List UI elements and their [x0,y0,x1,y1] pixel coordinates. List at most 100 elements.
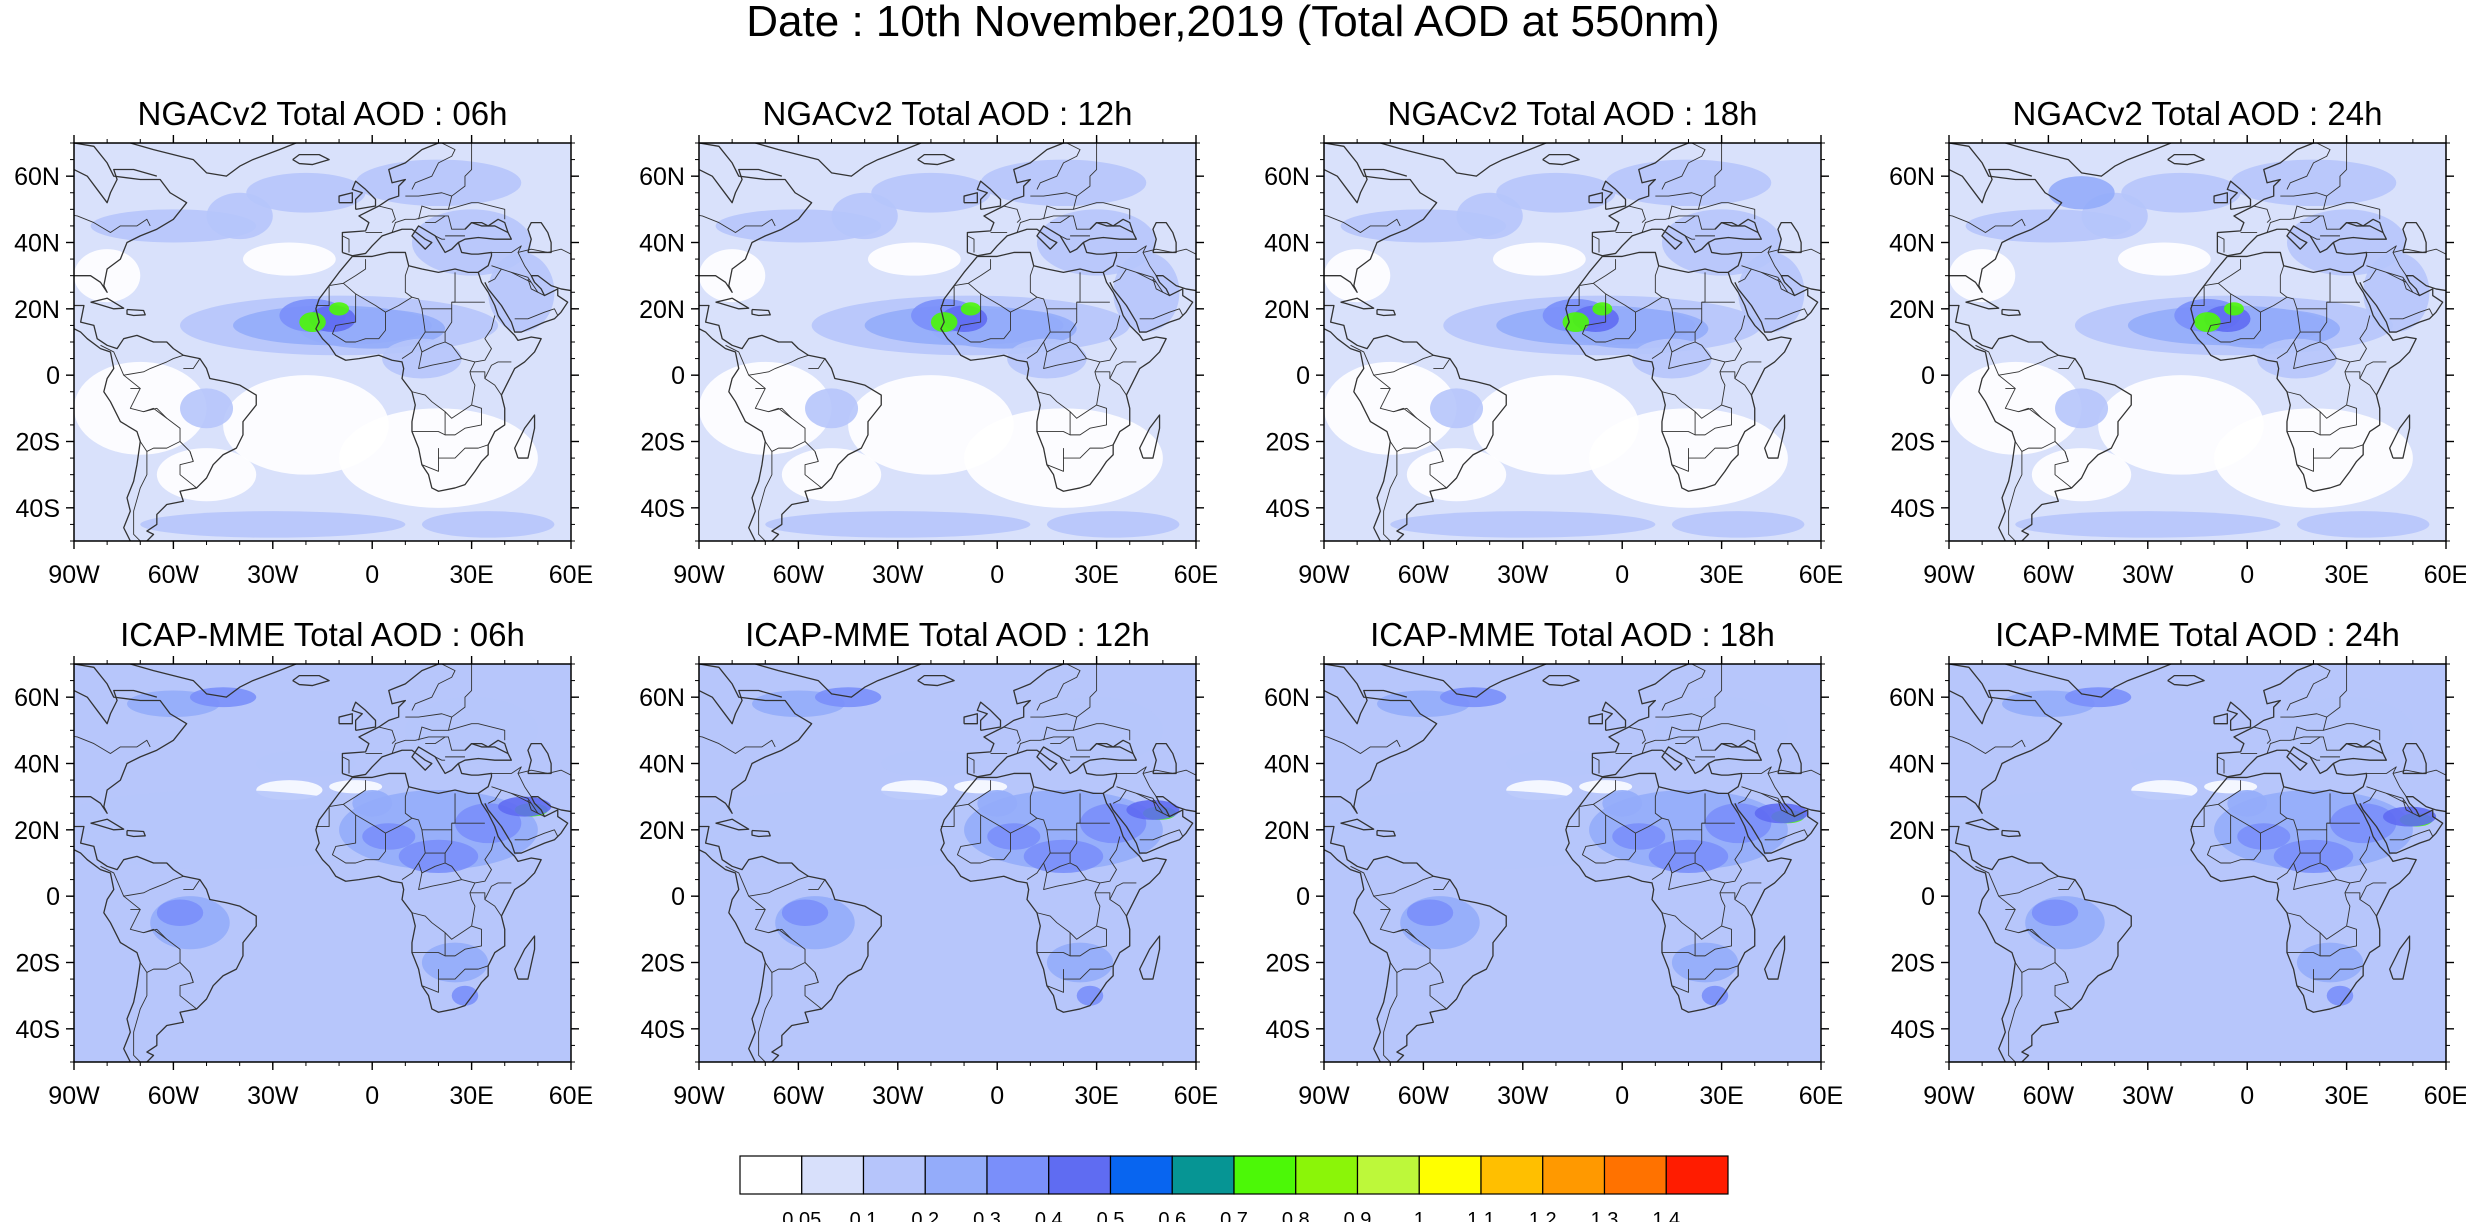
country-border [411,664,456,711]
lon-tick-label: 60E [1799,1082,1843,1110]
coastline [2213,192,2228,204]
lat-tick-label: 20S [1891,429,1935,457]
aod-clear-area [1492,242,1586,276]
country-border [438,965,489,980]
coastline [1109,275,1196,333]
coastline [484,796,571,854]
country-border [1734,361,1762,379]
coastline [699,664,813,814]
lat-tick-label: 60N [1264,163,1310,191]
colorbar-label: 0.2 [911,1209,939,1222]
country-border [484,882,512,900]
aod-plume [2383,806,2437,827]
aod-plume [421,511,555,538]
lat-tick-label: 0 [46,362,60,390]
country-border [1152,278,1170,296]
country-border [1655,192,1703,220]
country-border [2008,972,2023,1062]
country-border [1043,862,1071,874]
coastline [2190,251,2417,492]
map-panel-icap-mme-18h: ICAP-MME Total AOD : 18h 60N 40N 20N 0 20S 40S… [1264,616,1843,1110]
aod-plume [299,312,326,333]
aod-clear-area [781,448,882,502]
lat-tick-label: 20S [16,950,60,978]
coastline [1542,153,1580,166]
country-border [1641,215,1715,233]
country-border [1383,972,1398,1062]
aod-plume [1632,338,1712,379]
country-border [2054,441,2072,489]
country-border [1030,713,1078,741]
country-border [1734,882,1762,900]
aod-plume [1612,823,1666,850]
country-border [1069,308,1121,363]
country-border [404,786,413,819]
country-border [2392,769,2446,776]
coastline [1707,242,1743,273]
lat-tick-label: 40N [1264,230,1310,258]
country-border [1628,726,1646,744]
colorbar-swatch [1295,1155,1359,1195]
country-border [2018,407,2043,419]
country-border [748,879,799,897]
country-border [2366,245,2407,276]
aod-plume [1655,697,1788,764]
country-border [143,928,168,940]
country-border [129,909,181,973]
coastline [74,825,257,1062]
lat-tick-label: 40S [1891,495,1935,523]
country-border [1379,388,1431,452]
country-border [2286,143,2331,190]
country-border [1694,829,1746,884]
lat-tick-label: 40N [1264,751,1310,779]
country-border [1050,215,1071,224]
aod-plume [831,192,898,240]
country-border [2359,882,2387,900]
colorbar-swatch [1109,1155,1173,1195]
coastline [90,818,125,831]
colorbar-label: 0.4 [1035,1209,1063,1222]
lon-tick-label: 0 [990,561,1004,589]
aod-plume [180,388,234,429]
coastline [2332,763,2368,794]
country-border [517,769,571,776]
map-panel-icap-mme-12h: ICAP-MME Total AOD : 12h 60N 40N 20N 0 20S 40S… [639,616,1218,1110]
country-border [391,736,465,754]
country-border [1046,458,1064,472]
aod-plume [699,790,1031,870]
coastline [74,143,188,293]
colorbar-legend: 0.05 0.1 0.2 0.3 0.4 0.5 0.6 0.7 0.8 0.9 1 1.1 1.2 1.… [739,1155,1729,1222]
coastline [967,221,1138,257]
country-border [378,726,396,744]
coastline [464,739,509,754]
coastline [2226,701,2252,731]
lat-tick-label: 40N [1889,230,1935,258]
lat-tick-label: 60N [1889,684,1935,712]
coastline [1714,218,1759,233]
country-border [411,952,446,957]
aod-plume [1324,790,1656,870]
coastline [940,251,1167,492]
lat-tick-label: 40S [1891,1016,1935,1044]
coastline [74,664,188,814]
coastline [1592,742,1763,778]
country-border [1592,235,1600,253]
coastline [126,308,146,317]
country-border [133,451,148,541]
country-border [1036,431,1071,436]
country-border [448,202,506,220]
country-border [1324,735,1401,754]
country-border [2326,143,2348,197]
country-border [2048,875,2059,881]
aod-plume [329,302,350,316]
country-border [1139,829,1184,841]
lon-tick-label: 30E [2324,561,2368,589]
country-border [1073,723,1131,741]
lat-tick-label: 20S [641,950,685,978]
country-border [2319,308,2371,363]
aod-plume [1456,192,1523,240]
coastline [967,742,1138,778]
country-border [2326,664,2348,718]
lon-tick-label: 60W [2023,1082,2075,1110]
